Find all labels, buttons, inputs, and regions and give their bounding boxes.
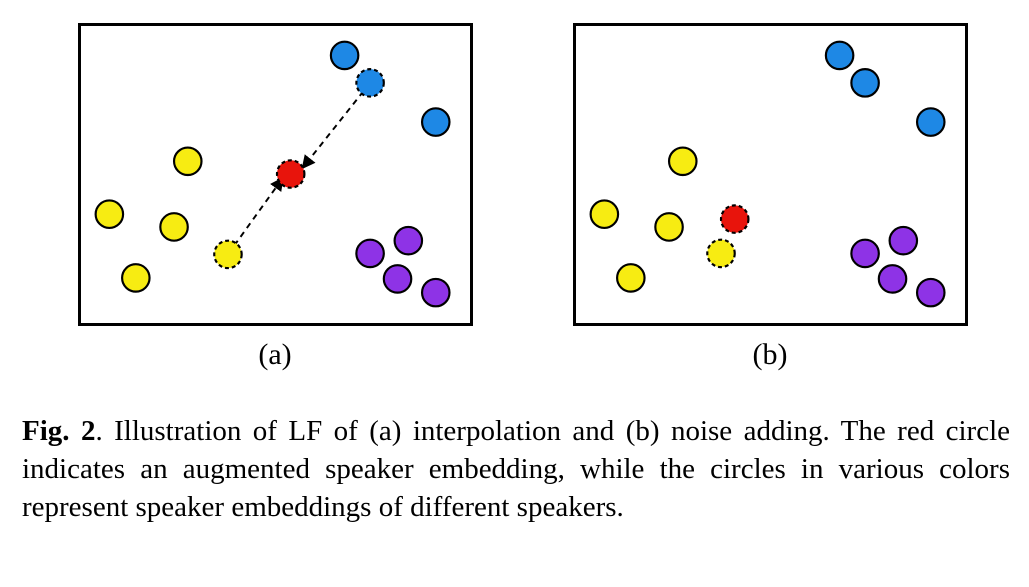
figure-caption: Fig. 2. Illustration of LF of (a) interp… — [22, 412, 1010, 526]
blue-embedding-3 — [915, 107, 946, 137]
yellow-embedding-1 — [589, 199, 620, 229]
purple-embedding-1 — [355, 238, 385, 269]
purple-embedding-1 — [850, 238, 880, 269]
arrow-from-blue — [301, 82, 371, 170]
blue-embedding-1 — [824, 40, 855, 71]
yellow-embedding-2 — [172, 146, 203, 177]
purple-embedding-4 — [420, 277, 451, 308]
purple-embedding-3 — [877, 264, 908, 294]
purple-embedding-2 — [888, 225, 919, 256]
panel-a-interpolation — [78, 23, 473, 326]
blue-embedding-1 — [329, 40, 360, 71]
arrow-from-yellow — [227, 176, 284, 255]
panel-b-canvas — [589, 40, 946, 308]
yellow-embedding-4 — [616, 263, 646, 293]
purple-embedding-2 — [393, 225, 424, 256]
panel-b-label: (b) — [752, 338, 788, 371]
yellow-embedding-3 — [654, 212, 684, 242]
yellow-embedding-1 — [94, 199, 125, 229]
panel-a-label: (a) — [258, 338, 292, 371]
blue-embedding-2 — [420, 107, 451, 137]
augmented-embedding — [719, 204, 750, 234]
panel-a-canvas — [94, 40, 451, 308]
yellow-embedding-3 — [159, 212, 189, 242]
yellow-embedding-2 — [667, 146, 698, 177]
caption-text: . Illustration of LF of (a) interpolatio… — [22, 415, 1011, 523]
blue-embedding-selected — [355, 68, 385, 98]
yellow-embedding-selected — [213, 239, 243, 270]
yellow-embedding-selected — [706, 238, 736, 269]
blue-embedding-2 — [850, 68, 880, 98]
caption-label: Fig. 2 — [22, 415, 96, 447]
yellow-embedding-4 — [121, 263, 151, 293]
panel-b-noise-adding — [573, 23, 968, 326]
purple-embedding-4 — [915, 277, 946, 308]
purple-embedding-3 — [382, 264, 413, 294]
augmented-embedding — [275, 159, 306, 189]
